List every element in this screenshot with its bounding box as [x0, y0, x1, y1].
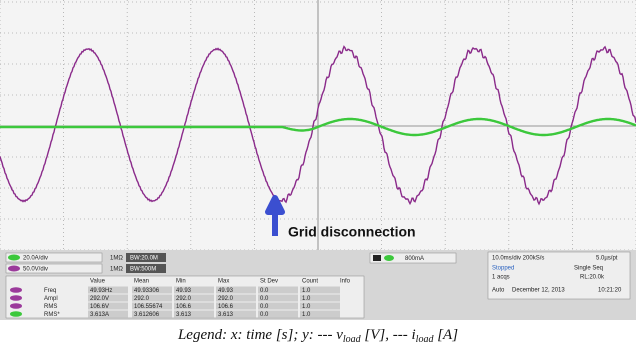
cell-value: 3.612606	[134, 312, 160, 318]
cell-value: 3.613	[176, 312, 192, 318]
column-header: Info	[340, 279, 351, 285]
cell-value: 292.0	[218, 296, 234, 302]
row-badge	[10, 311, 22, 317]
cell-value: 49.93	[176, 288, 192, 294]
cell-value: 292.0	[176, 296, 192, 302]
column-header: Count	[302, 279, 318, 285]
trigger-level: 800mA	[405, 256, 424, 262]
column-header: Value	[90, 279, 106, 285]
cell-value: 292.0V	[90, 296, 109, 302]
column-header: Min	[176, 279, 186, 285]
channel-bandwidth: BW:20.0M	[130, 256, 158, 262]
cell-value: 1.0	[302, 304, 311, 310]
annotation: Grid disconnection	[288, 224, 416, 240]
row-label: RMS	[44, 304, 57, 310]
mode: Single Seq	[574, 266, 603, 272]
channel-badge	[8, 255, 20, 261]
channel-impedance: 1MΩ	[110, 256, 123, 262]
column-header: Max	[218, 279, 229, 285]
record-length: RL:20.0k	[580, 275, 605, 281]
row-label: RMS*	[44, 312, 60, 318]
resolution: 5.0µs/pt	[596, 256, 618, 262]
row-label: Freq	[44, 288, 56, 294]
cell-value: 0.0	[260, 312, 269, 318]
trigger-icon	[373, 255, 381, 261]
cell-value: 49.93	[218, 288, 234, 294]
row-label: Ampl	[44, 296, 58, 302]
column-header: Mean	[134, 279, 149, 285]
row-badge	[10, 295, 22, 301]
cell-value: 49.93Hz	[90, 288, 112, 294]
cell-value: 3.613A	[90, 312, 109, 318]
caption-sub: load	[416, 334, 435, 345]
caption-sub: load	[343, 334, 362, 345]
cell-value: 292.0	[134, 296, 150, 302]
cell-value: 106.6	[218, 304, 234, 310]
channel-impedance: 1MΩ	[110, 267, 123, 273]
time: 10:21:20	[598, 288, 622, 294]
channel-bandwidth: BW:500M	[130, 267, 156, 273]
cell-value: 106.6	[176, 304, 192, 310]
row-badge	[10, 303, 22, 309]
channel-badge	[8, 266, 20, 272]
cell-value: 49.93306	[134, 288, 160, 294]
cell-value: 1.0	[302, 312, 311, 318]
cell-value: 0.0	[260, 288, 269, 294]
cell-value: 1.0	[302, 296, 311, 302]
channel-scale: 50.0V/div	[23, 267, 48, 273]
caption-text: [V], --- i	[361, 327, 416, 343]
state: Stopped	[492, 266, 514, 272]
cell-value: 0.0	[260, 304, 269, 310]
column-header: St Dev	[260, 279, 278, 285]
trigger-mode: Auto	[492, 288, 505, 294]
channel-box	[6, 253, 102, 262]
scope-figure: Grid disconnection 20.0A/div 1MΩ BW:20.0…	[0, 0, 636, 349]
row-badge	[10, 287, 22, 293]
acquisition-box: 10.0ms/div 200kS/s 5.0µs/pt Stopped Sing…	[488, 252, 630, 299]
cell-value: 106.6V	[90, 304, 109, 310]
cell-value: 106.55674	[134, 304, 163, 310]
date: December 12, 2013	[512, 288, 565, 294]
caption-text: Legend: x: time [s]; y: --- v	[177, 327, 343, 343]
cell-value: 1.0	[302, 288, 311, 294]
caption: Legend: x: time [s]; y: --- vload [V], -…	[177, 327, 458, 345]
channel-box	[6, 264, 102, 273]
acquisitions: 1 acqs	[492, 275, 510, 281]
cell-value: 0.0	[260, 296, 269, 302]
trigger-badge	[384, 255, 394, 261]
channel-2: 50.0V/div 1MΩ BW:500M	[6, 264, 166, 273]
channel-scale: 20.0A/div	[23, 256, 48, 262]
cell-value: 3.613	[218, 312, 234, 318]
caption-text: [A]	[433, 327, 458, 343]
horizontal: 10.0ms/div 200kS/s	[492, 256, 544, 262]
channel-1: 20.0A/div 1MΩ BW:20.0M	[6, 253, 166, 262]
measurement-table: Value Mean Min Max St Dev Count Info Freq 49.93H…	[6, 276, 364, 318]
